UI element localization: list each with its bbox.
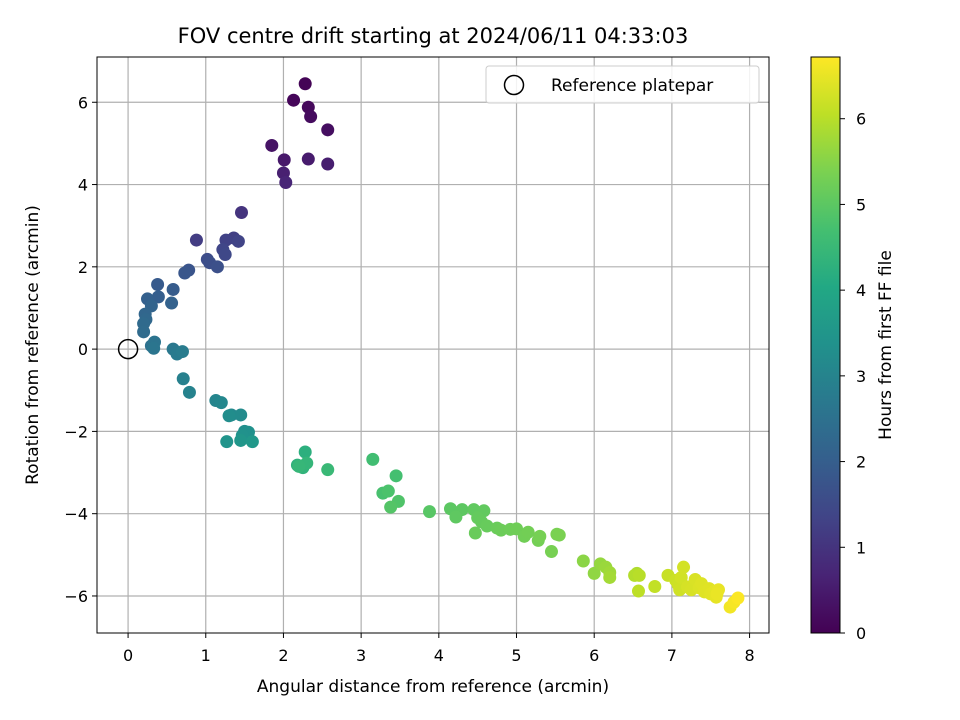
data-point	[287, 93, 301, 107]
data-point	[245, 435, 259, 449]
legend-marker-open-circle	[503, 74, 525, 96]
data-point	[279, 175, 293, 189]
data-point	[234, 206, 248, 220]
x-tick-label: 6	[589, 646, 599, 665]
data-point	[151, 290, 165, 304]
colorbar-gradient	[811, 57, 840, 633]
colorbar-ticks: 0 1 2 3 4 5 6	[840, 110, 866, 643]
data-point	[304, 110, 318, 124]
x-tick-label: 8	[744, 646, 754, 665]
colorbar-tick-label: 5	[856, 195, 866, 214]
x-tick-label: 0	[123, 646, 133, 665]
data-point	[189, 233, 203, 247]
x-tick-label: 5	[511, 646, 521, 665]
y-tick-label: 6	[78, 93, 88, 112]
x-tick-label: 3	[356, 646, 366, 665]
colorbar-frame	[810, 56, 841, 634]
y-tick-label: −2	[64, 422, 88, 441]
legend-box	[485, 65, 760, 104]
data-point	[176, 372, 190, 386]
x-tick-label: 1	[201, 646, 211, 665]
data-point	[544, 545, 558, 559]
y-tick-label: −6	[64, 587, 88, 606]
legend-label: Reference platepar	[551, 76, 713, 96]
data-point	[389, 469, 403, 483]
data-point	[587, 566, 601, 580]
data-point	[151, 278, 165, 292]
chart-title: FOV centre drift starting at 2024/06/11 …	[178, 24, 689, 48]
data-point	[234, 408, 248, 422]
x-tick-label: 2	[278, 646, 288, 665]
data-point	[632, 568, 646, 582]
data-point	[521, 525, 535, 539]
data-point	[677, 560, 691, 574]
data-point	[220, 435, 234, 449]
data-point	[277, 153, 291, 167]
data-point	[423, 505, 437, 519]
data-point	[234, 433, 248, 447]
grid-lines	[97, 57, 769, 633]
data-point	[182, 385, 196, 399]
data-points	[137, 77, 745, 614]
data-point	[231, 234, 245, 248]
y-tick-label: −4	[64, 505, 88, 524]
colorbar-tick-label: 1	[856, 538, 866, 557]
data-point	[178, 266, 192, 280]
y-tick-label: 2	[78, 258, 88, 277]
data-point	[674, 570, 688, 584]
data-point	[137, 325, 151, 339]
y-axis-label: Rotation from reference (arcmin)	[23, 205, 43, 485]
reference-point-marker	[117, 338, 139, 360]
data-point	[449, 510, 463, 524]
data-point	[210, 260, 224, 274]
data-point	[468, 526, 482, 540]
colorbar-tick-label: 6	[856, 110, 866, 129]
data-point	[710, 587, 724, 601]
data-point	[321, 157, 335, 171]
colorbar-tick-label: 3	[856, 367, 866, 386]
data-point	[292, 459, 306, 473]
plot-frame	[96, 56, 770, 634]
data-point	[480, 519, 494, 533]
data-point	[214, 396, 228, 410]
legend: Reference platepar	[485, 65, 760, 104]
colorbar-tick-label: 2	[856, 453, 866, 472]
x-axis-label: Angular distance from reference (arcmin)	[257, 677, 609, 697]
data-point	[381, 484, 395, 498]
x-tick-label: 7	[667, 646, 677, 665]
data-point	[731, 591, 745, 605]
data-point	[366, 452, 380, 466]
data-point	[384, 500, 398, 514]
data-point	[298, 77, 312, 91]
y-tick-label: 4	[78, 176, 88, 195]
x-axis-ticks: 0 1 2 3 4 5 6 7 8	[123, 633, 755, 665]
data-point	[147, 341, 161, 355]
data-point	[165, 296, 179, 310]
data-point	[265, 138, 279, 152]
data-point	[552, 528, 566, 542]
y-axis-ticks: −6 −4 −2 0 2 4 6	[64, 93, 97, 606]
data-point	[298, 445, 312, 459]
data-point	[648, 580, 662, 594]
x-tick-label: 4	[434, 646, 444, 665]
data-point	[218, 247, 232, 261]
data-point	[321, 123, 335, 137]
data-point	[576, 554, 590, 568]
data-point	[533, 529, 547, 543]
data-point	[301, 152, 315, 166]
colorbar-tick-label: 4	[856, 281, 866, 300]
y-tick-label: 0	[78, 340, 88, 359]
data-point	[603, 570, 617, 584]
data-point	[175, 345, 189, 359]
colorbar-label: Hours from first FF file	[876, 250, 896, 440]
data-point	[631, 584, 645, 598]
colorbar: 0 1 2 3 4 5 6 Hours from first FF file	[810, 56, 896, 643]
colorbar-tick-label: 0	[856, 624, 866, 643]
data-point	[166, 282, 180, 296]
data-point	[494, 523, 508, 537]
data-point	[222, 409, 236, 423]
data-point	[321, 463, 335, 477]
